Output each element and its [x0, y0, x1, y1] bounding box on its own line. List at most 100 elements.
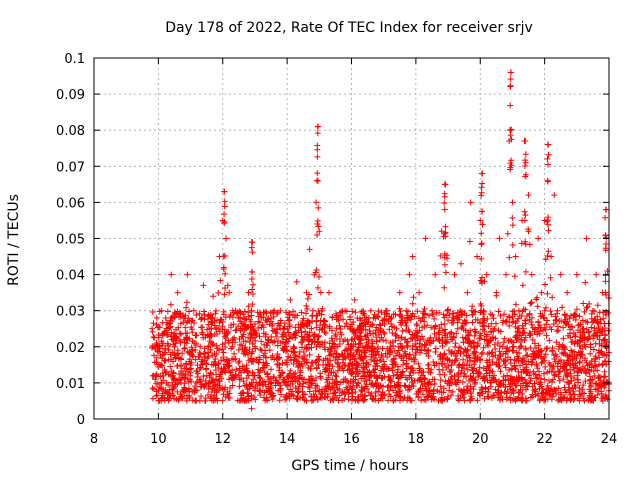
data-point: [365, 361, 372, 368]
x-tick-label: 12: [214, 432, 231, 447]
data-point: [438, 396, 445, 403]
data-point: [542, 281, 549, 288]
data-point: [572, 311, 579, 318]
data-point: [308, 376, 315, 383]
data-point: [441, 254, 448, 261]
data-point: [507, 132, 514, 139]
data-point: [336, 385, 343, 392]
data-point: [506, 254, 513, 261]
data-point: [283, 394, 290, 401]
data-point: [260, 324, 267, 331]
data-point: [431, 380, 438, 387]
data-point: [494, 340, 501, 347]
y-tick-label: 0.01: [56, 377, 85, 392]
data-point: [165, 382, 172, 389]
data-point: [213, 342, 220, 349]
data-point: [264, 373, 271, 380]
data-point: [395, 347, 402, 354]
data-point: [357, 317, 364, 324]
data-point: [358, 355, 365, 362]
data-point: [327, 357, 334, 364]
data-point: [425, 361, 432, 368]
data-point: [169, 372, 176, 379]
x-tick-label: 10: [150, 432, 167, 447]
data-point: [261, 361, 268, 368]
data-point: [385, 397, 392, 404]
data-point: [339, 359, 346, 366]
data-point: [248, 405, 255, 412]
data-point: [526, 332, 533, 339]
data-point: [255, 324, 262, 331]
data-point: [376, 385, 383, 392]
data-point: [466, 377, 473, 384]
data-point: [578, 351, 585, 358]
data-point: [317, 289, 324, 296]
data-point: [427, 381, 434, 388]
data-point: [248, 239, 255, 246]
data-point: [390, 387, 397, 394]
data-point: [441, 181, 448, 188]
data-point: [248, 276, 255, 283]
data-point: [240, 320, 247, 327]
data-point: [424, 380, 431, 387]
data-point: [385, 366, 392, 373]
data-point: [532, 386, 539, 393]
data-point: [518, 374, 525, 381]
data-point: [347, 369, 354, 376]
data-point: [305, 318, 312, 325]
data-point: [519, 282, 526, 289]
data-point: [489, 311, 496, 318]
data-point: [249, 249, 256, 256]
data-point: [599, 289, 606, 296]
data-point: [414, 333, 421, 340]
data-point: [260, 309, 267, 316]
data-point: [424, 347, 431, 354]
data-point: [469, 311, 476, 318]
data-point: [210, 394, 217, 401]
data-point: [443, 364, 450, 371]
data-point: [342, 336, 349, 343]
x-tick-label: 16: [343, 432, 360, 447]
data-point: [519, 322, 526, 329]
data-point: [478, 170, 485, 177]
data-point: [564, 378, 571, 385]
data-point: [495, 308, 502, 315]
data-point: [355, 335, 362, 342]
data-point: [217, 277, 224, 284]
data-point: [471, 355, 478, 362]
data-point: [399, 319, 406, 326]
data-point: [522, 171, 529, 178]
data-point: [545, 248, 552, 255]
data-point: [551, 372, 558, 379]
data-point: [541, 376, 548, 383]
data-point: [203, 372, 210, 379]
data-point: [515, 357, 522, 364]
data-point: [592, 353, 599, 360]
data-point: [394, 381, 401, 388]
data-point: [260, 330, 267, 337]
data-point: [257, 392, 264, 399]
data-point: [415, 369, 422, 376]
data-point: [534, 303, 541, 310]
data-point: [391, 361, 398, 368]
data-point: [334, 360, 341, 367]
data-point: [357, 333, 364, 340]
data-point: [256, 354, 263, 361]
data-point: [462, 320, 469, 327]
data-point: [370, 396, 377, 403]
data-point: [322, 330, 329, 337]
data-point: [440, 385, 447, 392]
data-point: [478, 384, 485, 391]
data-point: [538, 289, 545, 296]
data-point: [464, 366, 471, 373]
data-point: [436, 360, 443, 367]
data-point: [522, 334, 529, 341]
data-point: [284, 374, 291, 381]
x-tick-label: 8: [90, 432, 98, 447]
data-point: [504, 230, 511, 237]
data-point: [176, 310, 183, 317]
data-point: [315, 338, 322, 345]
data-point: [545, 227, 552, 234]
data-point: [525, 226, 532, 233]
data-point: [586, 373, 593, 380]
